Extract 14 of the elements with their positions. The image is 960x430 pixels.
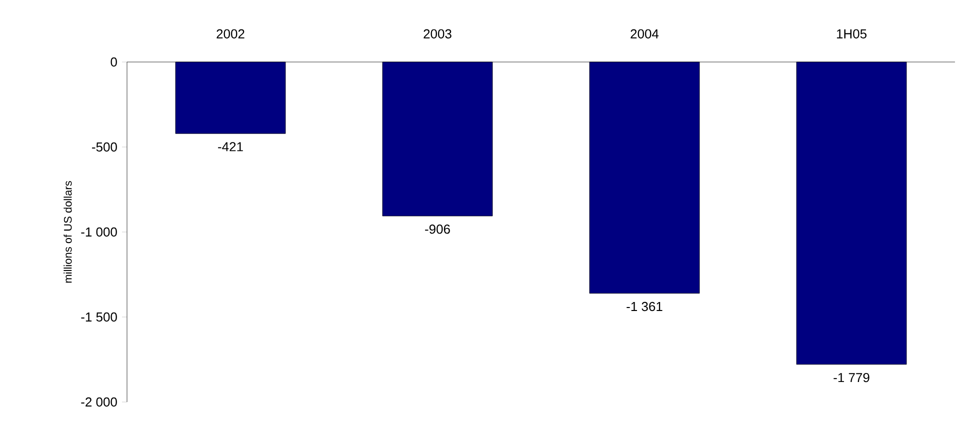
data-label: -421: [218, 142, 243, 152]
data-label: -906: [425, 224, 450, 234]
x-tick-label: 2003: [424, 29, 452, 38]
y-axis-title: millions of US dollars: [64, 181, 72, 283]
y-tick-label: -2 000: [81, 397, 117, 407]
y-tick-label: -500: [92, 142, 117, 152]
x-tick-label: 1H05: [836, 29, 866, 38]
y-tick-label: -1 500: [81, 312, 117, 322]
y-tick-label: 0: [110, 57, 117, 67]
x-tick-label: 2004: [630, 29, 659, 38]
data-label: -1 361: [626, 302, 662, 312]
y-tick-label: -1 000: [81, 227, 117, 237]
data-label: -1 779: [834, 372, 870, 382]
x-tick-label: 2002: [216, 29, 244, 38]
